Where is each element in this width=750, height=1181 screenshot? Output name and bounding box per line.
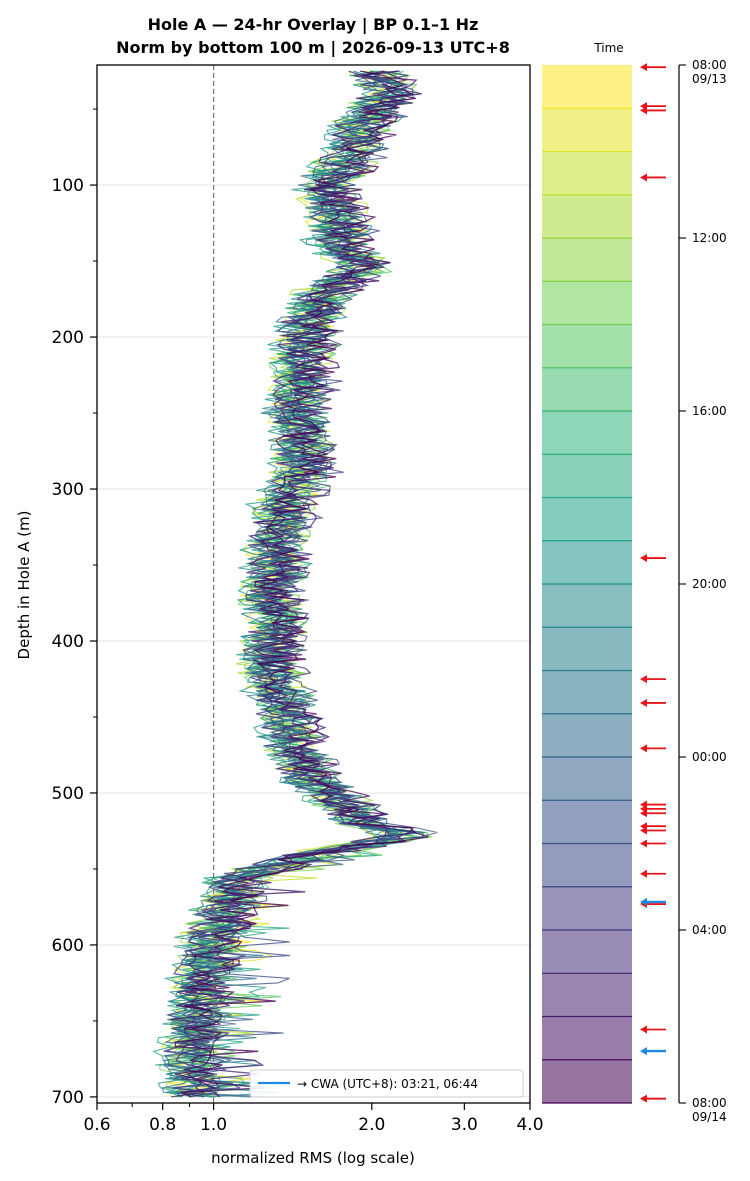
time-tick-label: 08:00 09/14 bbox=[692, 1096, 727, 1124]
event-arrow-head bbox=[640, 63, 647, 72]
colorbar-segment bbox=[542, 930, 632, 974]
y-tick-label: 600 bbox=[52, 936, 84, 956]
colorbar-segment bbox=[542, 627, 632, 671]
time-tick-label: 08:00 09/13 bbox=[692, 58, 727, 86]
event-arrow-head bbox=[640, 897, 647, 906]
time-axis-ticks: 08:00 09/1312:0016:0020:0000:0004:0008:00… bbox=[542, 58, 727, 1124]
hourly-trace bbox=[174, 70, 429, 1098]
hourly-trace bbox=[163, 70, 406, 1098]
event-arrow-head bbox=[640, 869, 647, 878]
colorbar-segment bbox=[542, 367, 632, 411]
event-arrow-head bbox=[640, 106, 647, 115]
x-tick-label: 0.6 bbox=[83, 1115, 110, 1135]
event-markers bbox=[640, 63, 666, 1103]
time-tick-label: 16:00 bbox=[692, 404, 727, 418]
colorbar-segment bbox=[542, 497, 632, 541]
colorbar bbox=[542, 65, 632, 1104]
time-tick-label-line: 09/13 bbox=[692, 72, 727, 86]
colorbar-segment bbox=[542, 108, 632, 152]
colorbar-segment bbox=[542, 713, 632, 757]
time-tick-label: 20:00 bbox=[692, 577, 727, 591]
colorbar-segment bbox=[542, 454, 632, 498]
event-arrow-head bbox=[640, 698, 647, 707]
event-arrow-head bbox=[640, 554, 647, 563]
grid-lines bbox=[97, 184, 530, 1098]
y-tick-label: 200 bbox=[52, 328, 84, 348]
time-tick-label: 04:00 bbox=[692, 923, 727, 937]
colorbar-segment bbox=[542, 238, 632, 282]
event-arrow-head bbox=[640, 1025, 647, 1034]
colorbar-segment bbox=[542, 670, 632, 714]
y-axis-ticks: 100 200 300 400 500 600 700 bbox=[52, 108, 97, 1108]
plot-frame bbox=[96, 64, 531, 1104]
y-tick-label: 100 bbox=[52, 176, 84, 196]
chart-subtitle: Norm by bottom 100 m | 2026-09-13 UTC+8 bbox=[116, 38, 510, 58]
x-tick-label: 0.8 bbox=[149, 1115, 176, 1135]
colorbar-segment bbox=[542, 1059, 632, 1103]
x-tick-label: 1.0 bbox=[200, 1115, 227, 1135]
colorbar-title: Time bbox=[593, 41, 623, 55]
legend: → CWA (UTC+8): 03:21, 06:44 bbox=[249, 1069, 524, 1098]
y-tick-label: 700 bbox=[52, 1088, 84, 1108]
time-tick-label: 00:00 bbox=[692, 750, 727, 764]
time-tick-label-line: 08:00 bbox=[692, 58, 727, 72]
colorbar-segment bbox=[542, 411, 632, 455]
time-tick-label-line: 12:00 bbox=[692, 231, 727, 245]
colorbar-segment bbox=[542, 151, 632, 195]
time-tick-label-line: 00:00 bbox=[692, 750, 727, 764]
event-arrow-head bbox=[640, 744, 647, 753]
event-arrow-head bbox=[640, 675, 647, 684]
time-tick-label-line: 04:00 bbox=[692, 923, 727, 937]
event-arrow-head bbox=[640, 809, 647, 818]
y-axis-label: Depth in Hole A (m) bbox=[15, 511, 33, 660]
y-tick-label: 400 bbox=[52, 632, 84, 652]
time-tick-label-line: 20:00 bbox=[692, 577, 727, 591]
colorbar-segment bbox=[542, 973, 632, 1017]
y-tick-label: 500 bbox=[52, 784, 84, 804]
event-arrow-head bbox=[640, 839, 647, 848]
depth-traces bbox=[152, 70, 438, 1098]
x-axis-ticks: 0.6 0.8 1.0 2.0 3.0 4.0 bbox=[83, 1103, 544, 1135]
colorbar-segment bbox=[542, 540, 632, 584]
colorbar-segment bbox=[542, 757, 632, 801]
y-tick-label: 300 bbox=[52, 480, 84, 500]
x-tick-label: 4.0 bbox=[516, 1115, 543, 1135]
event-arrow-head bbox=[640, 1047, 647, 1056]
colorbar-segment bbox=[542, 194, 632, 238]
x-tick-label: 2.0 bbox=[358, 1115, 385, 1135]
colorbar-segment bbox=[542, 886, 632, 930]
legend-box bbox=[249, 1069, 524, 1098]
x-axis-label: normalized RMS (log scale) bbox=[211, 1149, 415, 1167]
event-arrow-head bbox=[640, 173, 647, 182]
time-tick-label-line: 09/14 bbox=[692, 1110, 727, 1124]
colorbar-segment bbox=[542, 281, 632, 325]
colorbar-segment bbox=[542, 324, 632, 368]
x-tick-label: 3.0 bbox=[451, 1115, 478, 1135]
colorbar-segment bbox=[542, 1016, 632, 1060]
colorbar-segment bbox=[542, 65, 632, 109]
hourly-trace bbox=[179, 70, 418, 1098]
event-arrow-head bbox=[640, 826, 647, 835]
legend-label: → CWA (UTC+8): 03:21, 06:44 bbox=[297, 1077, 478, 1091]
time-tick-label-line: 08:00 bbox=[692, 1096, 727, 1110]
event-arrow-head bbox=[640, 1094, 647, 1103]
colorbar-segment bbox=[542, 800, 632, 844]
hourly-trace bbox=[163, 70, 415, 1098]
time-tick-label: 12:00 bbox=[692, 231, 727, 245]
colorbar-segment bbox=[542, 584, 632, 628]
chart-title: Hole A — 24-hr Overlay | BP 0.1–1 Hz bbox=[148, 15, 479, 35]
colorbar-segment bbox=[542, 843, 632, 887]
time-tick-label-line: 16:00 bbox=[692, 404, 727, 418]
